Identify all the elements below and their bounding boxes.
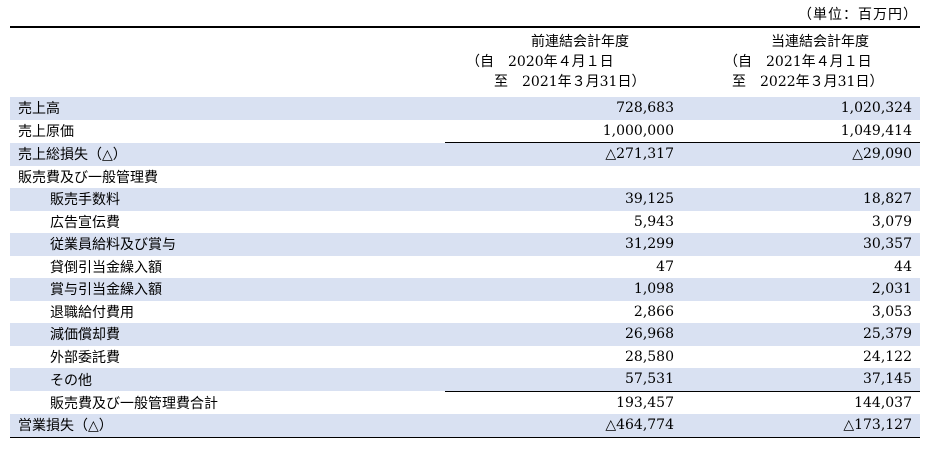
prev-value: 31,299 xyxy=(445,233,680,256)
cur-period-title: 当連結会計年度 xyxy=(771,34,869,50)
table-row: 営業損失（△） △464,774 △173,127 xyxy=(10,414,920,438)
row-label: 減価償却費 xyxy=(10,323,445,346)
prev-value: 28,580 xyxy=(625,348,674,365)
cur-period-from: （自 2021年４月１日 xyxy=(724,54,872,70)
table-row: 退職給付費用 2,866 3,053 xyxy=(10,301,920,324)
prev-value: 728,683 xyxy=(445,97,680,120)
cur-value: 2,031 xyxy=(680,278,920,301)
prev-value: 2,866 xyxy=(633,303,674,320)
row-label: 従業員給料及び賞与 xyxy=(10,233,445,256)
cur-value: 25,379 xyxy=(680,323,920,346)
row-label: 販売費及び一般管理費 xyxy=(18,169,158,186)
table-row: 貸倒引当金繰入額 47 44 xyxy=(10,256,920,279)
row-label: 賞与引当金繰入額 xyxy=(10,278,445,301)
table-row: その他 57,531 37,145 xyxy=(10,368,920,391)
prev-value: △271,317 xyxy=(445,142,680,166)
table-header: 前連結会計年度 （自 2020年４月１日 至 2021年３月31日） 当連結会計… xyxy=(10,26,920,99)
table-row: 販売手数料 39,125 18,827 xyxy=(10,188,920,211)
cur-value: 1,049,414 xyxy=(840,122,912,139)
row-label: 貸倒引当金繰入額 xyxy=(50,259,162,276)
prev-value: 47 xyxy=(656,258,674,275)
unit-note: （単位：百万円） xyxy=(798,7,918,23)
table-row: 売上高 728,683 1,020,324 xyxy=(10,97,920,120)
prev-value: 1,098 xyxy=(445,278,680,301)
cur-value: 18,827 xyxy=(680,188,920,211)
cur-value: 144,037 xyxy=(680,390,920,414)
cur-value: 1,020,324 xyxy=(680,97,920,120)
row-label: 販売手数料 xyxy=(10,188,445,211)
prev-value: 1,000,000 xyxy=(602,122,674,139)
table-row: 販売費及び一般管理費合計 193,457 144,037 xyxy=(10,390,920,414)
row-label: 広告宣伝費 xyxy=(50,214,120,231)
row-label: 売上原価 xyxy=(18,124,74,140)
prev-period-from: （自 2020年４月１日 xyxy=(466,54,614,70)
prev-value: 39,125 xyxy=(445,188,680,211)
prev-value: 26,968 xyxy=(445,323,680,346)
cur-value: △29,090 xyxy=(680,142,920,166)
income-statement-table: 売上高 728,683 1,020,324 売上原価 1,000,000 1,0… xyxy=(10,97,920,438)
prev-period-header: 前連結会計年度 （自 2020年４月１日 至 2021年３月31日） xyxy=(460,32,700,92)
row-label: 売上高 xyxy=(10,97,445,120)
cur-value: 37,145 xyxy=(680,368,920,391)
prev-value: 193,457 xyxy=(445,390,680,414)
row-label: 営業損失（△） xyxy=(10,414,445,438)
prev-value: △464,774 xyxy=(445,414,680,438)
prev-value: 5,943 xyxy=(633,213,674,230)
cur-period-to: 至 2022年３月31日） xyxy=(732,74,884,90)
table-row: 売上原価 1,000,000 1,049,414 xyxy=(10,120,920,143)
table-row: 外部委託費 28,580 24,122 xyxy=(10,346,920,369)
row-label: 売上総損失（△） xyxy=(10,142,445,166)
table-row: 賞与引当金繰入額 1,098 2,031 xyxy=(10,278,920,301)
cur-value: 24,122 xyxy=(863,348,912,365)
cur-value: 44 xyxy=(894,258,912,275)
table-row: 販売費及び一般管理費 xyxy=(10,166,920,189)
table-row: 広告宣伝費 5,943 3,079 xyxy=(10,211,920,234)
cur-value xyxy=(680,166,920,189)
prev-value xyxy=(445,166,680,189)
row-label: その他 xyxy=(10,368,445,391)
row-label: 販売費及び一般管理費合計 xyxy=(50,395,218,412)
cur-value: 3,079 xyxy=(871,213,912,230)
prev-period-title: 前連結会計年度 xyxy=(531,34,629,50)
cur-value: △173,127 xyxy=(680,414,920,438)
cur-period-header: 当連結会計年度 （自 2021年４月１日 至 2022年３月31日） xyxy=(700,32,940,92)
prev-period-to: 至 2021年３月31日） xyxy=(494,74,646,90)
table-row: 売上総損失（△） △271,317 △29,090 xyxy=(10,142,920,166)
row-label: 外部委託費 xyxy=(50,349,120,366)
table-row: 減価償却費 26,968 25,379 xyxy=(10,323,920,346)
cur-value: 3,053 xyxy=(871,303,912,320)
row-label: 退職給付費用 xyxy=(50,304,134,321)
table-row: 従業員給料及び賞与 31,299 30,357 xyxy=(10,233,920,256)
cur-value: 30,357 xyxy=(680,233,920,256)
prev-value: 57,531 xyxy=(445,368,680,391)
